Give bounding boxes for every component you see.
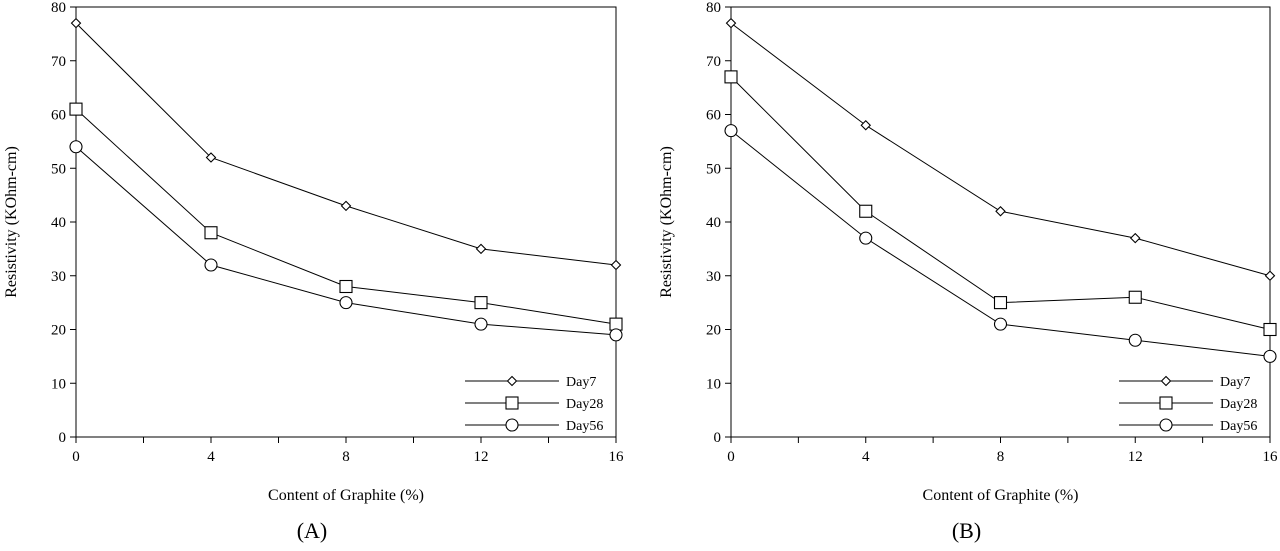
data-point-day28 — [1128, 290, 1142, 304]
data-point-day28 — [993, 296, 1008, 310]
x-tick-label: 4 — [862, 449, 870, 465]
data-point-day7 — [610, 259, 622, 271]
data-point-day28 — [724, 70, 738, 84]
chart-panel-1: 0 10 20 30 40 50 60 70 80 0 4 8 12 16 Content of Graph… — [3, 0, 624, 543]
legend-marker-day28 — [505, 396, 519, 410]
x-tick-label: 12 — [1128, 449, 1143, 465]
x-tick-label: 8 — [997, 449, 1005, 465]
data-point-day7 — [725, 17, 737, 29]
legend-label-day56: Day56 — [1220, 419, 1257, 434]
data-point-day56 — [993, 317, 1008, 331]
data-point-day7 — [995, 205, 1006, 217]
data-point-day56 — [1128, 333, 1142, 347]
data-point-day7 — [475, 243, 487, 255]
y-tick-label: 20 — [51, 323, 66, 339]
data-point-day56 — [609, 328, 623, 342]
data-point-day7 — [860, 119, 872, 131]
panel-label: (B) — [952, 518, 981, 543]
legend-marker-day28 — [1159, 396, 1173, 410]
y-tick-label: 60 — [51, 108, 66, 124]
data-point-day28 — [1263, 322, 1277, 337]
x-axis-label: Content of Graphite (%) — [268, 487, 424, 504]
y-tick-label: 30 — [706, 269, 721, 285]
legend-marker-day7 — [506, 375, 518, 387]
panel-label: (A) — [297, 518, 328, 543]
y-tick-label: 80 — [706, 0, 721, 16]
x-tick-label: 16 — [609, 449, 625, 465]
x-tick-label: 0 — [727, 449, 735, 465]
x-tick-label: 4 — [207, 449, 215, 465]
x-axis-label: Content of Graphite (%) — [923, 487, 1079, 504]
y-tick-label: 40 — [51, 215, 66, 231]
y-tick-label: 0 — [59, 430, 67, 446]
data-point-day7 — [205, 152, 217, 163]
y-axis-label: Resistivity (KOhm-cm) — [3, 146, 20, 298]
legend-label-day28: Day28 — [566, 397, 603, 412]
y-tick-label: 10 — [51, 376, 66, 392]
series-line-day7 — [730, 22, 1271, 277]
data-point-day56 — [859, 231, 873, 245]
y-tick-label: 40 — [706, 215, 721, 231]
legend-label-day7: Day7 — [566, 375, 596, 390]
data-point-day28 — [204, 226, 218, 240]
data-point-day7 — [340, 200, 352, 212]
y-tick-label: 50 — [51, 161, 66, 177]
y-tick-label: 20 — [706, 323, 721, 339]
series-line-day28 — [730, 76, 1271, 330]
y-tick-label: 30 — [51, 269, 66, 285]
plot-frame — [730, 6, 1271, 438]
legend-marker-day56 — [1159, 418, 1173, 432]
data-point-day56 — [474, 317, 488, 331]
y-tick-label: 70 — [51, 54, 66, 70]
y-axis-label: Resistivity (KOhm-cm) — [658, 146, 675, 298]
y-tick-label: 50 — [706, 161, 721, 177]
data-point-day56 — [69, 140, 83, 154]
legend-label-day7: Day7 — [1220, 375, 1250, 390]
x-tick-label: 12 — [474, 449, 489, 465]
data-point-day56 — [724, 124, 738, 138]
y-tick-label: 10 — [706, 376, 721, 392]
data-point-day56 — [339, 296, 353, 310]
legend-marker-day56 — [505, 418, 519, 432]
x-tick-label: 0 — [72, 449, 80, 465]
data-point-day28 — [69, 102, 83, 116]
x-tick-label: 16 — [1263, 449, 1279, 465]
series-line-day7 — [75, 22, 617, 266]
y-tick-label: 60 — [706, 108, 721, 124]
data-point-day28 — [339, 279, 353, 294]
data-point-day56 — [204, 258, 218, 272]
plot-frame — [75, 6, 617, 438]
x-tick-label: 8 — [342, 449, 350, 465]
legend-label-day28: Day28 — [1220, 397, 1257, 412]
data-point-day7 — [1264, 270, 1276, 282]
data-point-day7 — [1129, 232, 1141, 244]
data-point-day56 — [1263, 349, 1277, 363]
data-point-day7 — [70, 17, 82, 29]
legend-marker-day7 — [1160, 375, 1172, 387]
data-point-day28 — [474, 296, 488, 310]
legend-label-day56: Day56 — [566, 419, 603, 434]
chart-panel-2: 0 10 20 30 40 50 60 70 80 0 4 8 12 16 Content of Graph… — [658, 0, 1278, 543]
data-point-day28 — [859, 204, 873, 218]
y-tick-label: 0 — [714, 430, 722, 446]
y-tick-label: 70 — [706, 54, 721, 70]
y-tick-label: 80 — [51, 0, 66, 16]
